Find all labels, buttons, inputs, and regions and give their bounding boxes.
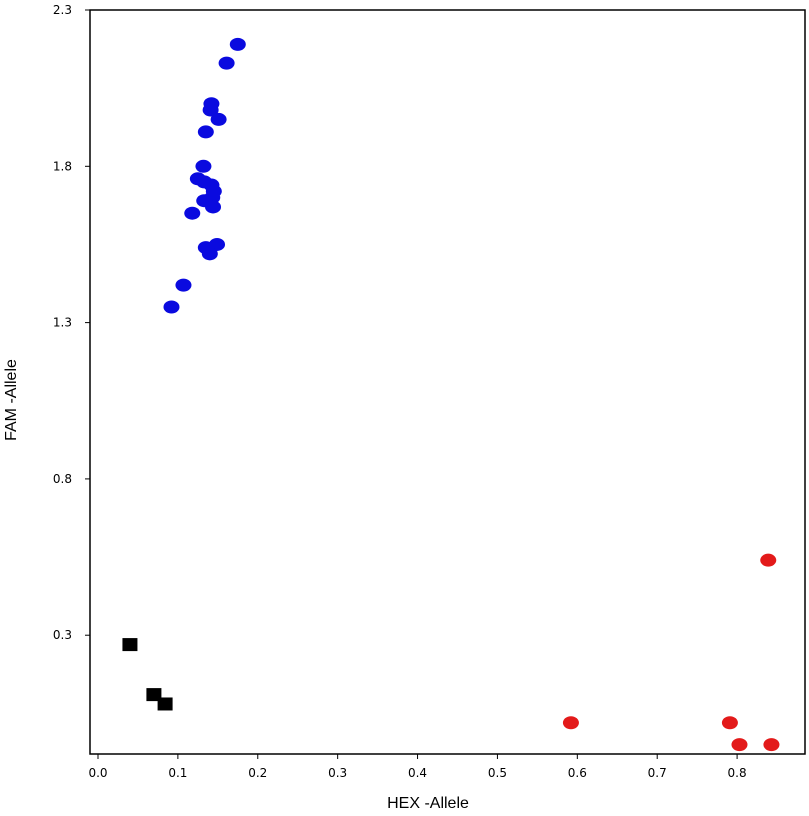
y-axis-title: FAM -Allele xyxy=(3,359,20,441)
plot-frame xyxy=(89,9,806,755)
data-point-ellipse xyxy=(562,716,579,730)
x-axis-title: HEX -Allele xyxy=(387,795,469,812)
data-point-ellipse xyxy=(202,103,219,117)
y-tick-label: 2.3 xyxy=(53,3,72,17)
x-tick-label: 0.1 xyxy=(168,766,187,780)
x-axis-ticks: 0.0 0.1 0.2 0.3 0.4 0.5 0.6 0.7 0.8 xyxy=(88,754,747,780)
data-point-ellipse xyxy=(763,738,780,752)
data-point-square xyxy=(157,697,173,711)
y-tick-label: 0.3 xyxy=(53,628,72,642)
y-tick-label: 1.8 xyxy=(53,159,72,173)
data-point-ellipse xyxy=(218,56,235,70)
x-tick-label: 0.7 xyxy=(648,766,667,780)
data-point-ellipse xyxy=(205,200,222,214)
data-point-ellipse xyxy=(195,159,212,173)
x-tick-label: 0.3 xyxy=(328,766,347,780)
y-axis-ticks: 0.3 0.8 1.3 1.8 2.3 xyxy=(53,3,90,642)
data-point-ellipse xyxy=(229,37,246,51)
data-point-ellipse xyxy=(175,278,192,292)
data-point-ellipse xyxy=(721,716,738,730)
x-tick-label: 0.0 xyxy=(88,766,107,780)
data-point-square xyxy=(122,638,138,652)
data-point-ellipse xyxy=(184,206,201,220)
x-tick-label: 0.4 xyxy=(408,766,427,780)
data-point-ellipse xyxy=(731,738,748,752)
y-tick-label: 1.3 xyxy=(53,316,72,330)
data-point-ellipse xyxy=(163,300,180,314)
y-tick-label: 0.8 xyxy=(53,472,72,486)
data-point-ellipse xyxy=(760,553,777,567)
x-tick-label: 0.8 xyxy=(728,766,747,780)
data-point-ellipse xyxy=(210,112,227,126)
x-tick-label: 0.5 xyxy=(488,766,507,780)
data-points xyxy=(122,37,780,752)
x-tick-label: 0.6 xyxy=(568,766,587,780)
x-tick-label: 0.2 xyxy=(248,766,267,780)
data-point-ellipse xyxy=(209,237,226,251)
data-point-ellipse xyxy=(201,247,218,261)
data-point-ellipse xyxy=(197,125,214,139)
